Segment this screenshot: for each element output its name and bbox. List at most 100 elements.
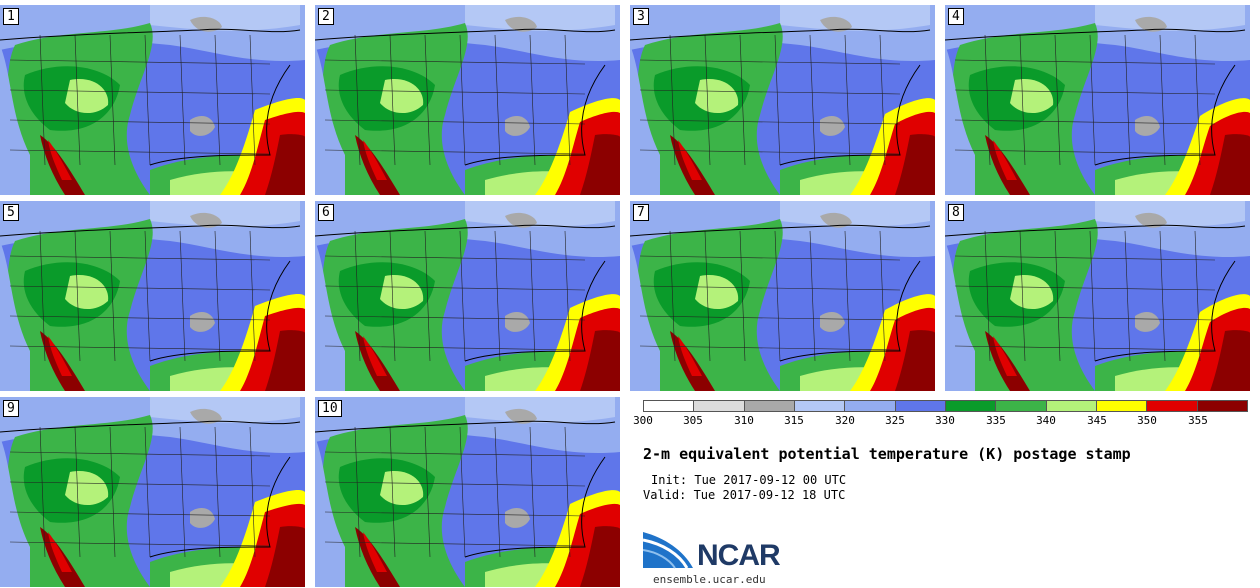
lake-superior-dry-region (505, 408, 537, 424)
state-boundary (954, 119, 1216, 125)
colorbar (643, 400, 1248, 412)
state-boundary (639, 89, 901, 95)
state-boundary (74, 230, 81, 362)
northern-border (0, 420, 301, 433)
state-boundary (324, 119, 586, 125)
state-boundary (1089, 34, 1096, 166)
state-boundary (74, 426, 81, 558)
state-boundary (639, 285, 901, 291)
high-plains-region (1010, 275, 1054, 310)
state-boundary (954, 285, 1216, 291)
map-10 (315, 397, 620, 587)
state-boundary (564, 230, 571, 362)
state-boundary (424, 34, 431, 166)
state-boundary (1159, 34, 1166, 166)
state-boundary (324, 149, 586, 155)
state-boundary (9, 451, 271, 457)
appalachian-dry-region (1135, 115, 1160, 136)
state-boundary (214, 426, 221, 558)
state-boundary (954, 59, 1216, 65)
state-boundary (1054, 34, 1061, 166)
lake-superior-dry-region (505, 16, 537, 32)
state-boundary (9, 345, 271, 351)
state-boundary (214, 34, 221, 166)
northern-border (0, 28, 301, 41)
state-boundary (39, 426, 46, 558)
state-boundary (249, 34, 256, 166)
northern-border (630, 28, 931, 41)
state-boundary (9, 315, 271, 321)
map-9 (0, 397, 305, 587)
atlantic-core-region (580, 526, 620, 587)
southwest-warm-region (48, 140, 72, 180)
state-boundary (324, 511, 586, 517)
state-boundary (494, 34, 501, 166)
colorbar-swatch-335 (996, 401, 1047, 411)
coastline (149, 456, 291, 558)
state-boundary (459, 34, 466, 166)
state-boundary (459, 230, 466, 362)
state-boundary (1089, 230, 1096, 362)
northern-border (945, 28, 1246, 41)
state-boundary (494, 230, 501, 362)
state-boundary (324, 285, 586, 291)
state-boundary (669, 34, 676, 166)
postage-stamp-4: 4 (945, 5, 1250, 195)
postage-stamp-6: 6 (315, 201, 620, 391)
state-boundary (1194, 34, 1201, 166)
member-number: 1 (3, 8, 19, 25)
lake-superior-dry-region (820, 212, 852, 228)
state-boundary (109, 34, 116, 166)
state-boundary (144, 230, 151, 362)
state-boundary (494, 426, 501, 558)
lake-superior-dry-region (1135, 16, 1167, 32)
atlantic-core-region (580, 134, 620, 195)
coastline (149, 64, 291, 166)
state-boundary (774, 230, 781, 362)
great-lakes-region (150, 397, 300, 423)
state-boundary (1019, 34, 1026, 166)
state-boundary (1124, 230, 1131, 362)
colorbar-tick: 330 (935, 414, 955, 427)
state-boundary (179, 230, 186, 362)
state-boundary (669, 230, 676, 362)
state-boundary (954, 149, 1216, 155)
colorbar-tick: 345 (1087, 414, 1107, 427)
init-time: Init: Tue 2017-09-12 00 UTC (651, 473, 847, 487)
state-boundary (144, 426, 151, 558)
state-boundary (424, 426, 431, 558)
chart-title: 2-m equivalent potential temperature (K)… (643, 445, 1131, 463)
state-boundary (844, 34, 851, 166)
postage-stamp-1: 1 (0, 5, 305, 195)
state-boundary (529, 230, 536, 362)
colorbar-tick: 335 (986, 414, 1006, 427)
state-boundary (459, 426, 466, 558)
state-boundary (9, 149, 271, 155)
appalachian-dry-region (820, 311, 845, 332)
southwest-warm-region (678, 140, 702, 180)
state-boundary (639, 149, 901, 155)
coastline (779, 260, 921, 362)
state-boundary (109, 426, 116, 558)
appalachian-dry-region (505, 115, 530, 136)
southwest-warm-region (993, 140, 1017, 180)
appalachian-dry-region (190, 115, 215, 136)
atlantic-core-region (1210, 330, 1250, 391)
state-boundary (984, 34, 991, 166)
colorbar-tick: 315 (784, 414, 804, 427)
southwest-warm-region (363, 532, 387, 572)
state-boundary (39, 34, 46, 166)
postage-stamp-10: 10 (315, 397, 620, 587)
coastline (1094, 260, 1236, 362)
member-number: 8 (948, 204, 964, 221)
colorbar-swatch-305 (694, 401, 745, 411)
great-lakes-region (1095, 5, 1245, 31)
atlantic-core-region (1210, 134, 1250, 195)
state-boundary (324, 345, 586, 351)
state-boundary (879, 230, 886, 362)
state-boundary (144, 34, 151, 166)
lake-superior-dry-region (1135, 212, 1167, 228)
postage-stamp-2: 2 (315, 5, 620, 195)
site-url[interactable]: ensemble.ucar.edu (653, 573, 766, 586)
state-boundary (9, 59, 271, 65)
